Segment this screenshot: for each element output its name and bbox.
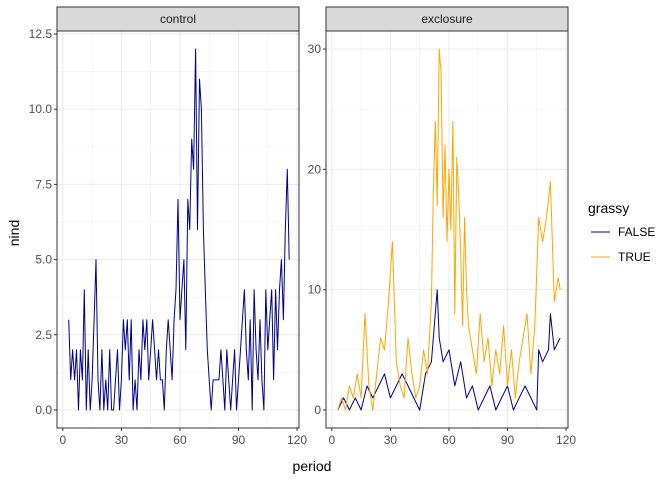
series-line-false [337,289,561,411]
panel-border [56,30,300,429]
grid [326,31,568,428]
strip-label: exclosure [421,12,473,26]
legend-title: grassy [588,200,629,216]
strip-label: control [160,12,196,26]
y-tick-label: 0.0 [35,403,52,417]
x-tick-label: 90 [501,433,515,447]
strip-background [325,6,569,32]
legend: grassy FALSE TRUE [588,200,655,264]
x-axis-title: period [293,458,332,474]
y-tick-label: 20 [308,162,322,176]
x-tick-label: 30 [384,433,398,447]
legend-label-true: TRUE [618,250,651,264]
y-tick-label: 2.5 [35,328,52,342]
x-tick-label: 90 [232,433,246,447]
y-axis-title: nind [6,220,22,246]
x-tick-label: 30 [115,433,129,447]
series-line-false [68,48,290,411]
x-tick-label: 120 [287,433,307,447]
panel-control: control 0.0 2.5 5.0 7.5 10.0 12.5 0 30 60 90 120 [29,6,307,447]
y-tick-label: 12.5 [29,27,53,41]
y-tick-label: 0 [314,403,321,417]
grid [57,31,299,428]
x-tick-label: 120 [556,433,576,447]
panel-exclosure: exclosure 0 10 20 30 0 30 60 90 120 [308,6,576,447]
y-tick-label: 5.0 [35,253,52,267]
y-tick-label: 30 [308,42,322,56]
y-tick-label: 7.5 [35,177,52,191]
x-tick-label: 60 [173,433,187,447]
legend-label-false: FALSE [618,225,655,239]
x-tick-label: 60 [442,433,456,447]
x-tick-label: 0 [60,433,67,447]
series-line-true [337,48,561,411]
y-tick-label: 10.0 [29,102,53,116]
y-tick-label: 10 [308,283,322,297]
panel-border [325,30,569,429]
x-tick-label: 0 [329,433,336,447]
